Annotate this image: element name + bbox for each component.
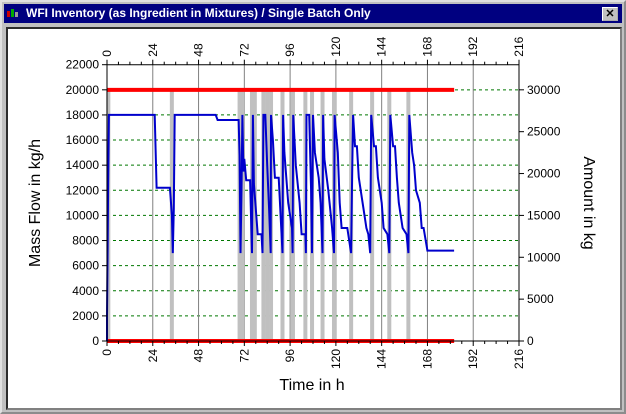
axes: 0200040006000800010000120001400016000180… <box>66 36 561 369</box>
mass-flow-bar <box>370 89 375 342</box>
y-right-tick-label: 25000 <box>527 125 561 139</box>
y-left-tick-label: 4000 <box>72 284 99 298</box>
y-left-tick-label: 8000 <box>72 234 99 248</box>
title-bar[interactable]: WFI Inventory (as Ingredient in Mixtures… <box>4 4 622 23</box>
x-bottom-tick-label: 96 <box>283 349 297 363</box>
inventory-line <box>106 113 455 341</box>
x-top-tick-label: 72 <box>237 43 251 57</box>
x-bottom-tick-label: 0 <box>100 349 114 356</box>
y-axis-right-title: Amount in kg <box>580 156 597 249</box>
mass-flow-bar <box>240 89 245 342</box>
x-bottom-tick-label: 48 <box>192 349 206 363</box>
app-icon <box>7 9 18 17</box>
mass-flow-bar <box>265 89 270 342</box>
y-right-tick-label: 30000 <box>527 83 561 97</box>
x-top-tick-label: 24 <box>146 43 160 57</box>
x-bottom-tick-label: 144 <box>375 349 389 369</box>
y-left-tick-label: 22000 <box>66 58 100 72</box>
close-button[interactable]: ✕ <box>602 7 618 21</box>
x-top-tick-label: 168 <box>420 36 434 56</box>
y-right-tick-label: 15000 <box>527 208 561 222</box>
mass-flow-bar <box>252 89 257 342</box>
x-bottom-tick-label: 216 <box>512 349 526 369</box>
x-top-tick-label: 0 <box>100 50 114 57</box>
y-right-tick-label: 10000 <box>527 250 561 264</box>
y-left-tick-label: 2000 <box>72 309 99 323</box>
y-axis-left-title: Mass Flow in kg/h <box>27 139 44 267</box>
y-right-tick-label: 5000 <box>527 292 554 306</box>
y-left-tick-label: 0 <box>92 334 99 348</box>
y-left-tick-label: 10000 <box>66 208 100 222</box>
x-top-tick-label: 120 <box>329 36 343 56</box>
y-left-tick-label: 16000 <box>66 133 100 147</box>
y-left-tick-label: 18000 <box>66 108 100 122</box>
x-top-tick-label: 216 <box>512 36 526 56</box>
x-bottom-tick-label: 72 <box>237 349 251 363</box>
x-bottom-tick-label: 168 <box>420 349 434 369</box>
x-top-tick-label: 96 <box>283 43 297 57</box>
y-right-tick-label: 20000 <box>527 167 561 181</box>
x-bottom-tick-label: 24 <box>146 349 160 363</box>
y-left-tick-label: 14000 <box>66 158 100 172</box>
y-left-tick-label: 20000 <box>66 83 100 97</box>
x-bottom-tick-label: 120 <box>329 349 343 369</box>
x-bottom-tick-label: 192 <box>466 349 480 369</box>
y-left-tick-label: 6000 <box>72 259 99 273</box>
window-title: WFI Inventory (as Ingredient in Mixtures… <box>26 6 371 20</box>
x-top-tick-label: 48 <box>192 43 206 57</box>
x-top-tick-label: 144 <box>375 36 389 56</box>
x-top-tick-label: 192 <box>466 36 480 56</box>
y-right-tick-label: 0 <box>527 334 534 348</box>
y-left-tick-label: 12000 <box>66 183 100 197</box>
x-axis-title: Time in h <box>279 377 344 394</box>
